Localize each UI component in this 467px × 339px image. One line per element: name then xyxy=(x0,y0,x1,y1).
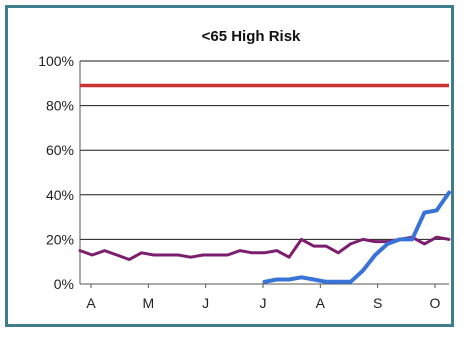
x-tick-label: S xyxy=(373,295,382,311)
x-tick-label: M xyxy=(142,295,154,311)
series-line-1 xyxy=(78,235,451,261)
axes xyxy=(79,61,449,288)
y-axis-tick-labels: 0% 20% 40% 60% 80% 100% xyxy=(38,53,74,292)
y-tick-label: 80% xyxy=(46,98,74,114)
grid-lines xyxy=(80,60,449,240)
chart-frame: <65 High Risk 0% 20% 40% 60% 80% 100% A M J J A S O xyxy=(5,5,454,327)
chart-title: <65 High Risk xyxy=(202,28,301,45)
series-group xyxy=(78,190,451,284)
x-tick-label: A xyxy=(86,295,96,311)
x-tick-label: O xyxy=(430,295,441,311)
y-tick-label: 60% xyxy=(46,142,74,158)
x-tick-label: J xyxy=(260,295,267,311)
y-tick-label: 20% xyxy=(46,231,74,247)
y-tick-label: 40% xyxy=(46,187,74,203)
series-line-2 xyxy=(262,190,451,284)
y-tick-label: 100% xyxy=(38,53,74,69)
y-tick-label: 0% xyxy=(54,276,74,292)
x-tick-label: J xyxy=(202,295,209,311)
x-tick-label: A xyxy=(316,295,326,311)
chart: <65 High Risk 0% 20% 40% 60% 80% 100% A M J J A S O xyxy=(38,28,451,311)
